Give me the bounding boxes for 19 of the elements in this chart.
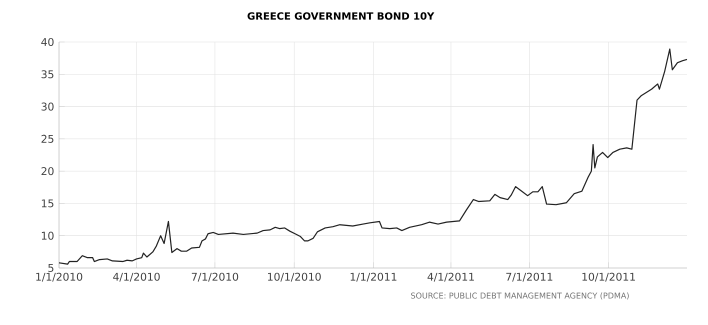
x-tick-label: 7/1/2011	[506, 272, 552, 282]
y-tick-label: 20	[42, 167, 54, 176]
source-note: SOURCE: PUBLIC DEBT MANAGEMENT AGENCY (PDMA)	[411, 292, 629, 300]
y-tick-label: 40	[41, 38, 54, 46]
chart-title: GREECE GOVERNMENT BOND 10Y	[248, 12, 434, 20]
y-tick-label: 25	[42, 134, 54, 143]
x-tick-label: 4/1/2010	[113, 272, 160, 282]
x-tick-label: 4/1/2011	[428, 272, 474, 282]
x-tick-label: 10/1/2011	[582, 272, 635, 282]
y-tick-label: 15	[42, 199, 54, 208]
y-tick-label: 5	[48, 264, 54, 272]
y-tick-label: 30	[42, 102, 54, 111]
x-tick-label: 1/1/2011	[350, 272, 396, 282]
y-tick-label: 35	[42, 70, 54, 78]
line-series	[58, 48, 688, 265]
y-tick-label: 10	[42, 232, 54, 240]
x-tick-label: 7/1/2010	[192, 272, 238, 282]
x-tick-label: 10/1/2010	[268, 272, 321, 282]
x-tick-label: 1/1/2010	[36, 272, 82, 282]
